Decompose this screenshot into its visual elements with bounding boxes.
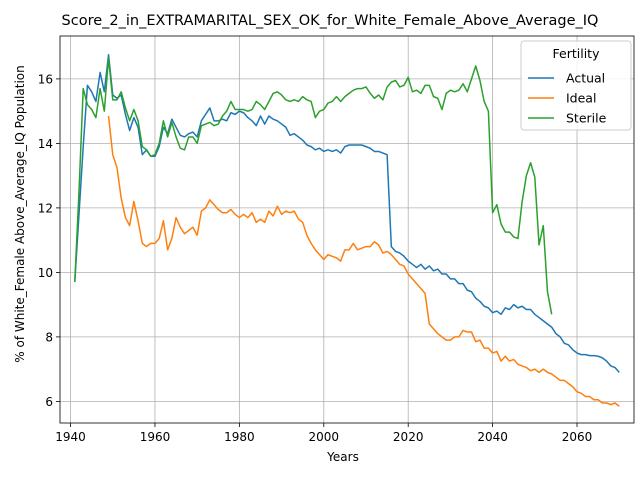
series-line-sterile: [74, 57, 553, 315]
y-tick-label: 10: [38, 266, 53, 280]
y-tick-label: 12: [38, 201, 53, 215]
x-tick-label: 1940: [55, 430, 86, 444]
series-line-ideal: [107, 115, 620, 407]
series-lines: [74, 53, 620, 407]
y-tick-label: 8: [45, 330, 53, 344]
chart-title: Score_2_in_EXTRAMARITAL_SEX_OK_for_White…: [62, 13, 599, 29]
legend-label-sterile: Sterile: [566, 111, 607, 126]
x-axis-label: Years: [326, 450, 359, 464]
plot-frame: [59, 35, 635, 424]
legend-label-ideal: Ideal: [566, 91, 596, 106]
legend-label-actual: Actual: [566, 71, 605, 86]
legend-frame: [520, 40, 632, 131]
legend: Fertility Actual Ideal Sterile: [520, 40, 632, 131]
y-tick-label: 6: [45, 395, 53, 409]
y-tick-label: 14: [38, 137, 53, 151]
y-tick-label: 16: [38, 72, 53, 86]
x-tick-label: 1980: [224, 430, 255, 444]
x-tick-label: 2000: [309, 430, 340, 444]
axes: 1940 1960 1980 2000 2020 2040 2060 6 8 10 12 14 16: [38, 72, 593, 444]
x-tick-label: 2040: [477, 430, 508, 444]
x-tick-label: 2060: [562, 430, 593, 444]
legend-title: Fertility: [553, 46, 601, 61]
grid: [60, 36, 634, 423]
x-tick-label: 2020: [393, 430, 424, 444]
x-tick-label: 1960: [140, 430, 171, 444]
y-axis-label: % of White_Female Above_Average_IQ Popul…: [13, 65, 27, 362]
